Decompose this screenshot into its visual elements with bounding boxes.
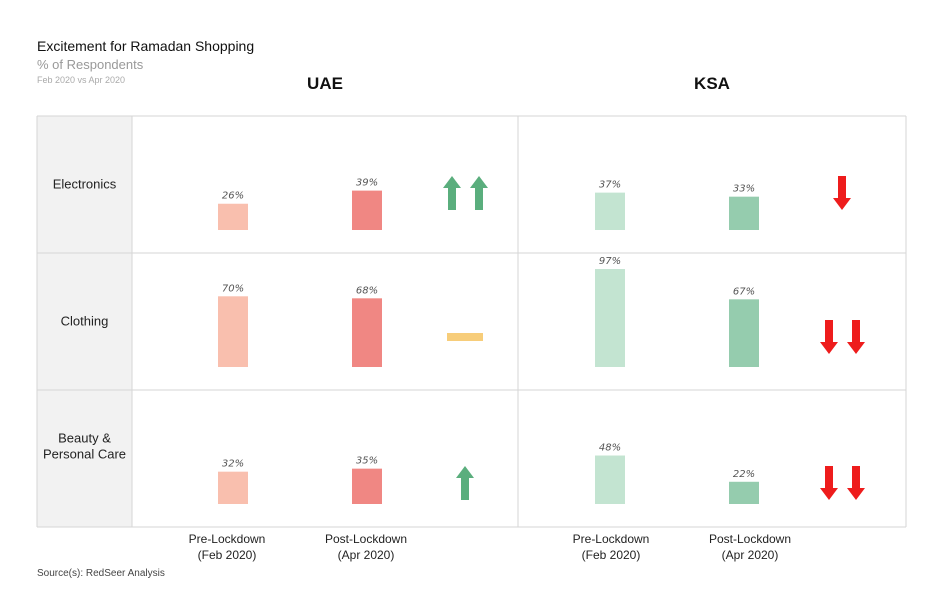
data-label: 70% — [222, 283, 244, 294]
bar-uae-post — [352, 298, 382, 367]
x-label-ksa-pre: Pre-Lockdown (Feb 2020) — [572, 532, 650, 562]
data-label: 97% — [599, 256, 621, 267]
category-label: Beauty & — [58, 431, 111, 446]
chart-period: Feb 2020 vs Apr 2020 — [37, 75, 126, 85]
chart-title: Excitement for Ramadan Shopping — [37, 38, 255, 54]
category-label: Electronics — [53, 177, 117, 192]
bar-ksa-post — [729, 299, 759, 367]
data-label: 68% — [356, 285, 378, 296]
data-label: 33% — [733, 184, 755, 195]
trend-arrow-down-icon — [847, 466, 865, 500]
bar-uae-post — [352, 468, 382, 504]
data-label: 39% — [356, 178, 378, 189]
region-title-ksa: KSA — [694, 74, 730, 93]
region-title-uae: UAE — [307, 74, 343, 93]
category-label: Clothing — [61, 314, 109, 329]
data-label: 35% — [356, 456, 378, 467]
bar-uae-post — [352, 190, 382, 230]
trend-arrow-down-icon — [833, 176, 851, 210]
bar-ksa-pre — [595, 269, 625, 367]
trend-arrow-up-icon — [443, 176, 461, 210]
bar-uae-pre — [218, 296, 248, 367]
trend-arrow-up-icon — [456, 466, 474, 500]
bar-ksa-pre — [595, 455, 625, 504]
data-label: 32% — [222, 459, 244, 470]
bar-uae-pre — [218, 471, 248, 504]
trend-arrow-down-icon — [820, 466, 838, 500]
bar-ksa-post — [729, 196, 759, 230]
trend-arrow-down-icon — [820, 320, 838, 354]
data-label: 22% — [733, 469, 755, 480]
chart-subtitle: % of Respondents — [37, 57, 144, 72]
bar-uae-pre — [218, 203, 248, 230]
data-label: 48% — [599, 443, 621, 454]
data-label: 67% — [733, 286, 755, 297]
category-column-bg — [37, 116, 132, 527]
x-label-ksa-post: Post-Lockdown (Apr 2020) — [708, 532, 792, 562]
data-label: 26% — [222, 191, 244, 202]
trend-flat-icon — [447, 333, 483, 341]
bar-ksa-pre — [595, 192, 625, 230]
bar-ksa-post — [729, 481, 759, 504]
x-label-uae-pre: Pre-Lockdown (Feb 2020) — [188, 532, 266, 562]
data-label: 37% — [599, 180, 621, 191]
x-label-uae-post: Post-Lockdown (Apr 2020) — [324, 532, 408, 562]
source-note: Source(s): RedSeer Analysis — [37, 568, 165, 579]
category-label: Personal Care — [43, 447, 126, 462]
trend-arrow-down-icon — [847, 320, 865, 354]
trend-arrow-up-icon — [470, 176, 488, 210]
